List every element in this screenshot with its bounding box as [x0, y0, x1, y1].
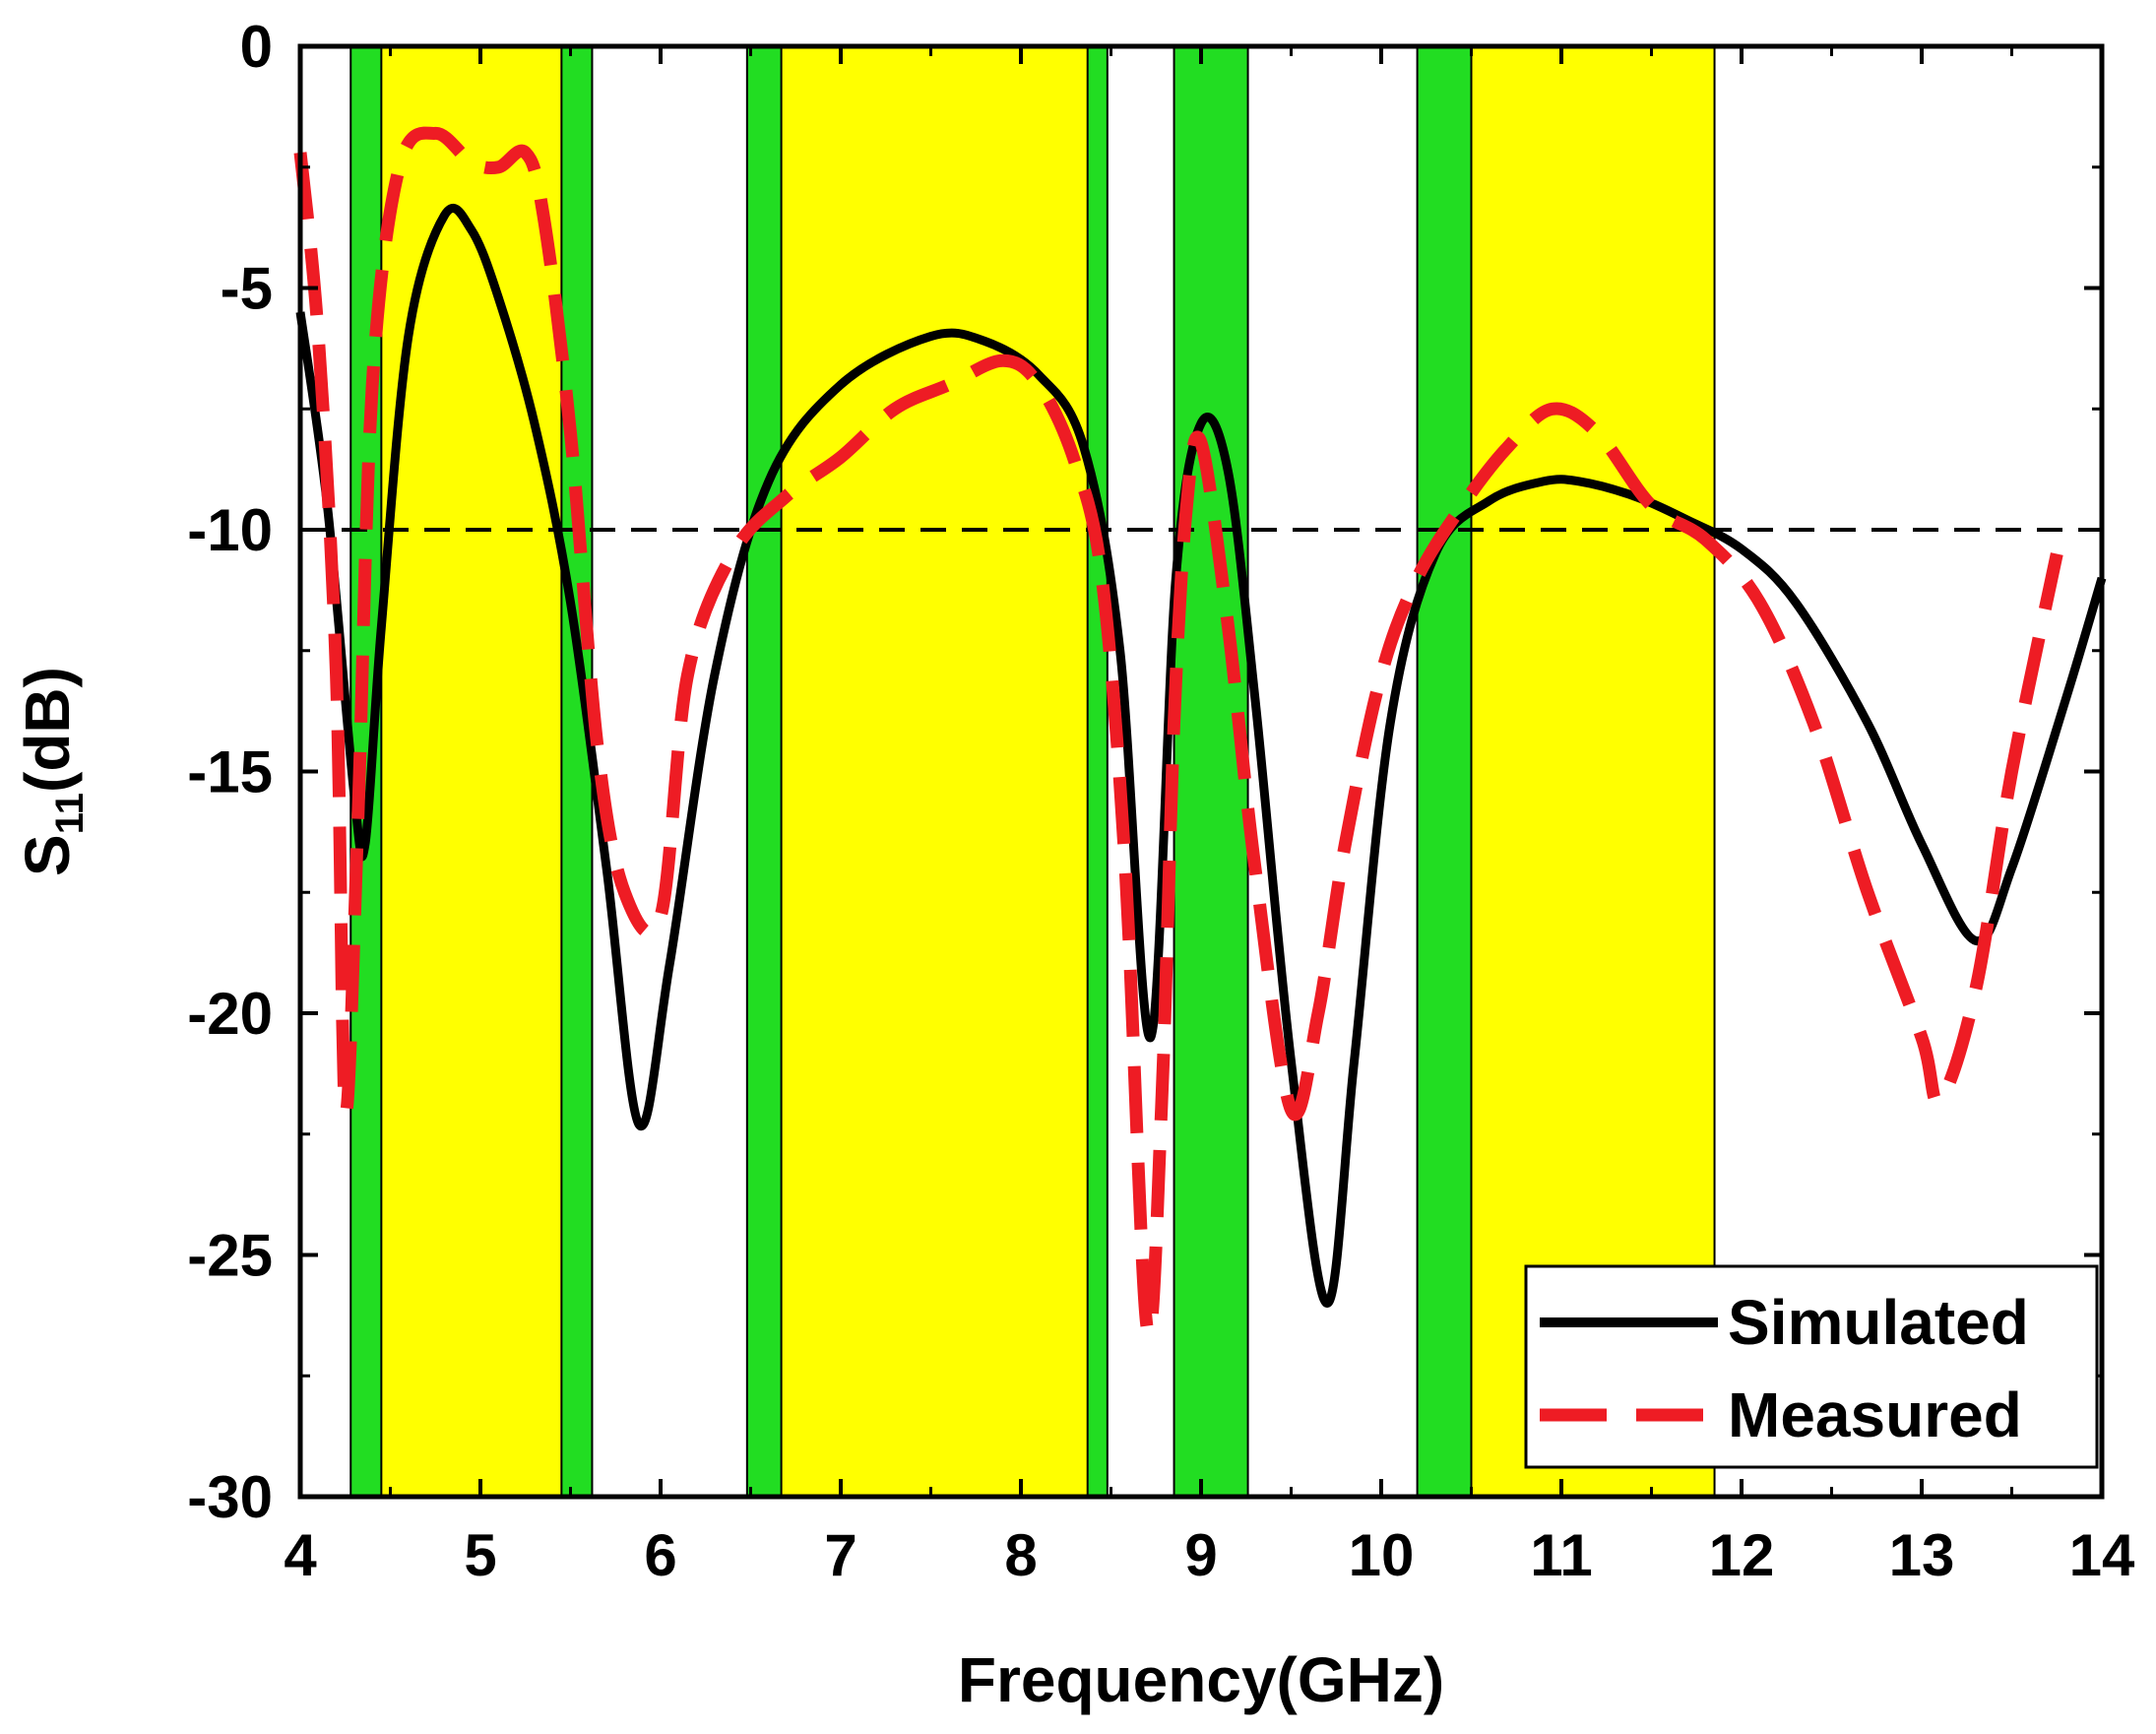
axis-ticks: 4 5 6 7 8 9 10 11 12 13 14 0 -5 -10 -15 -20 -25 -30: [187, 14, 2135, 1588]
x-tick-label: 9: [1184, 1522, 1217, 1588]
y-tick-label: -25: [187, 1223, 273, 1289]
y-tick-label: -10: [187, 497, 273, 563]
series-measured-line: [293, 126, 2063, 1341]
band-5: [1416, 45, 1473, 1498]
band-4: [1173, 45, 1249, 1498]
x-axis-title: Frequency(GHz): [958, 1644, 1444, 1715]
x-tick-label: 12: [1709, 1522, 1775, 1588]
legend-box: [1524, 1264, 2099, 1469]
x-tick-label: 5: [464, 1522, 496, 1588]
x-tick-label: 4: [284, 1522, 317, 1588]
y-tick-label: -15: [187, 739, 273, 805]
band-3: [780, 45, 1089, 1498]
series-layer: [293, 126, 2107, 1341]
y-axis-title-main: S: [12, 834, 83, 876]
y-axis-title-unit: (dB): [12, 667, 83, 793]
x-tick-label: 11: [1530, 1522, 1592, 1588]
y-tick-label: -20: [187, 981, 273, 1047]
y-tick-label: 0: [240, 14, 273, 80]
y-axis-title-subscript: 11: [48, 793, 92, 834]
legend-label-measured: Measured: [1728, 1380, 2022, 1450]
band-1: [380, 45, 563, 1498]
y-tick-label: -30: [187, 1464, 273, 1530]
x-tick-label: 10: [1349, 1522, 1415, 1588]
y-tick-label: -5: [221, 256, 273, 322]
x-tick-label: 7: [824, 1522, 856, 1588]
x-tick-label: 14: [2069, 1522, 2135, 1588]
x-tick-label: 13: [1889, 1522, 1955, 1588]
legend-label-simulated: Simulated: [1728, 1287, 2029, 1358]
band-6: [1470, 45, 1716, 1498]
x-tick-label: 8: [1004, 1522, 1037, 1588]
x-tick-label: 6: [644, 1522, 676, 1588]
y-axis-title: S11(dB): [12, 667, 92, 876]
frequency-bands: [349, 45, 1716, 1498]
legend: Simulated Measured: [1524, 1264, 2099, 1469]
